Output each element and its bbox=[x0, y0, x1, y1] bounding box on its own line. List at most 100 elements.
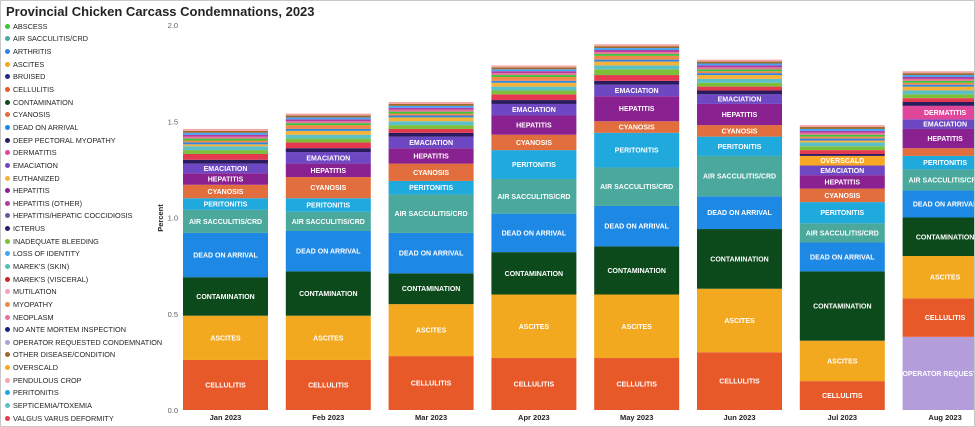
bar-segment[interactable] bbox=[491, 213, 577, 253]
bar-segment[interactable] bbox=[388, 180, 474, 195]
bar-segment[interactable] bbox=[902, 105, 974, 120]
bar-segment[interactable] bbox=[491, 100, 577, 104]
bar-segment[interactable] bbox=[491, 65, 577, 68]
bar-segment[interactable] bbox=[388, 148, 474, 164]
legend-item[interactable]: OTHER DISEASE/CONDITION bbox=[5, 349, 155, 362]
legend-item[interactable]: NO ANTE MORTEM INSPECTION bbox=[5, 323, 155, 336]
bar-segment[interactable] bbox=[594, 205, 680, 247]
legend-item[interactable]: INADEQUATE BLEEDING bbox=[5, 235, 155, 248]
bar-segment[interactable] bbox=[902, 76, 974, 79]
bar-segment[interactable] bbox=[285, 177, 371, 199]
bar-segment[interactable] bbox=[285, 142, 371, 149]
bar-segment[interactable] bbox=[388, 132, 474, 137]
bar-segment[interactable] bbox=[594, 46, 680, 49]
legend-item[interactable]: PENDULOUS CROP bbox=[5, 374, 155, 387]
bar-segment[interactable] bbox=[594, 121, 680, 133]
bar-segment[interactable] bbox=[799, 138, 885, 141]
legend-item[interactable]: ICTERUS bbox=[5, 222, 155, 235]
bar-segment[interactable] bbox=[697, 288, 782, 353]
bar-segment[interactable] bbox=[902, 169, 974, 191]
legend-item[interactable]: EUTHANIZED bbox=[5, 172, 155, 185]
bar-segment[interactable] bbox=[388, 163, 474, 181]
legend-item[interactable]: EMACIATION bbox=[5, 159, 155, 172]
bar-segment[interactable] bbox=[697, 155, 782, 197]
bar-segment[interactable] bbox=[388, 107, 474, 110]
bar-segment[interactable] bbox=[183, 359, 268, 410]
bar-segment[interactable] bbox=[799, 142, 885, 147]
bar-segment[interactable] bbox=[183, 144, 268, 147]
bar-segment[interactable] bbox=[285, 138, 371, 143]
bar-segment[interactable] bbox=[491, 94, 577, 101]
legend-item[interactable]: HEPATITIS/HEPATIC COCCIDIOSIS bbox=[5, 210, 155, 223]
bar-segment[interactable] bbox=[902, 190, 974, 218]
legend-item[interactable]: MAREK'S (VISCERAL) bbox=[5, 273, 155, 286]
bar-segment[interactable] bbox=[388, 109, 474, 112]
bar-segment[interactable] bbox=[594, 61, 680, 66]
bar-segment[interactable] bbox=[491, 252, 577, 295]
bar-segment[interactable] bbox=[183, 140, 268, 143]
bar-segment[interactable] bbox=[697, 67, 782, 70]
bar-segment[interactable] bbox=[902, 94, 974, 99]
legend-item[interactable]: BRUISED bbox=[5, 71, 155, 84]
bar-segment[interactable] bbox=[902, 256, 974, 299]
legend-item[interactable]: PERITONITIS bbox=[5, 387, 155, 400]
bar-segment[interactable] bbox=[388, 273, 474, 305]
legend-item[interactable]: CYANOSIS bbox=[5, 108, 155, 121]
bar-segment[interactable] bbox=[594, 51, 680, 54]
bar-segment[interactable] bbox=[799, 381, 885, 410]
bar-segment[interactable] bbox=[594, 55, 680, 60]
bar-segment[interactable] bbox=[285, 163, 371, 178]
bar-segment[interactable] bbox=[388, 304, 474, 357]
bar-segment[interactable] bbox=[799, 134, 885, 137]
legend-item[interactable]: LOSS OF IDENTITY bbox=[5, 248, 155, 261]
legend-item[interactable]: CONTAMINATION bbox=[5, 96, 155, 109]
legend-item[interactable]: NEOPLASM bbox=[5, 311, 155, 324]
bar-segment[interactable] bbox=[799, 125, 885, 128]
bar-segment[interactable] bbox=[285, 128, 371, 131]
bar-segment[interactable] bbox=[902, 155, 974, 170]
bar-segment[interactable] bbox=[183, 209, 268, 233]
bar-segment[interactable] bbox=[799, 340, 885, 382]
bar-segment[interactable] bbox=[183, 173, 268, 185]
bar-segment[interactable] bbox=[285, 198, 371, 212]
bar-segment[interactable] bbox=[902, 78, 974, 81]
bar-segment[interactable] bbox=[388, 136, 474, 149]
legend-item[interactable]: ABSCESS bbox=[5, 20, 155, 33]
bar-segment[interactable] bbox=[491, 179, 577, 214]
bar-segment[interactable] bbox=[388, 111, 474, 114]
legend-item[interactable]: AIR SACCULITIS/CRD bbox=[5, 33, 155, 46]
bar-segment[interactable] bbox=[183, 277, 268, 316]
bar-segment[interactable] bbox=[183, 153, 268, 160]
bar-segment[interactable] bbox=[799, 132, 885, 135]
bar-segment[interactable] bbox=[183, 198, 268, 210]
bar-segment[interactable] bbox=[697, 136, 782, 156]
bar-segment[interactable] bbox=[285, 359, 371, 410]
bar-segment[interactable] bbox=[285, 148, 371, 153]
bar-segment[interactable] bbox=[902, 84, 974, 87]
bar-segment[interactable] bbox=[799, 153, 885, 156]
bar-segment[interactable] bbox=[183, 130, 268, 133]
legend-item[interactable]: ARTHRITIS bbox=[5, 45, 155, 58]
bar-segment[interactable] bbox=[799, 271, 885, 341]
bar-segment[interactable] bbox=[697, 103, 782, 126]
bar-segment[interactable] bbox=[697, 90, 782, 95]
bar-segment[interactable] bbox=[697, 69, 782, 72]
legend-item[interactable]: HEPATITIS (OTHER) bbox=[5, 197, 155, 210]
legend-item[interactable]: DEEP PECTORAL MYOPATHY bbox=[5, 134, 155, 147]
bar-segment[interactable] bbox=[902, 336, 974, 410]
bar-segment[interactable] bbox=[285, 115, 371, 118]
bar-segment[interactable] bbox=[799, 223, 885, 243]
bar-segment[interactable] bbox=[285, 211, 371, 231]
bar-segment[interactable] bbox=[697, 352, 782, 410]
bar-segment[interactable] bbox=[594, 96, 680, 122]
bar-segment[interactable] bbox=[285, 123, 371, 126]
bar-segment[interactable] bbox=[285, 152, 371, 164]
bar-segment[interactable] bbox=[594, 50, 680, 52]
bar-segment[interactable] bbox=[183, 315, 268, 360]
bar-segment[interactable] bbox=[902, 298, 974, 337]
bar-segment[interactable] bbox=[388, 125, 474, 129]
bar-segment[interactable] bbox=[491, 73, 577, 76]
bar-segment[interactable] bbox=[183, 184, 268, 199]
bar-segment[interactable] bbox=[388, 232, 474, 274]
legend-item[interactable]: SEPTICEMIA/TOXEMIA bbox=[5, 399, 155, 412]
